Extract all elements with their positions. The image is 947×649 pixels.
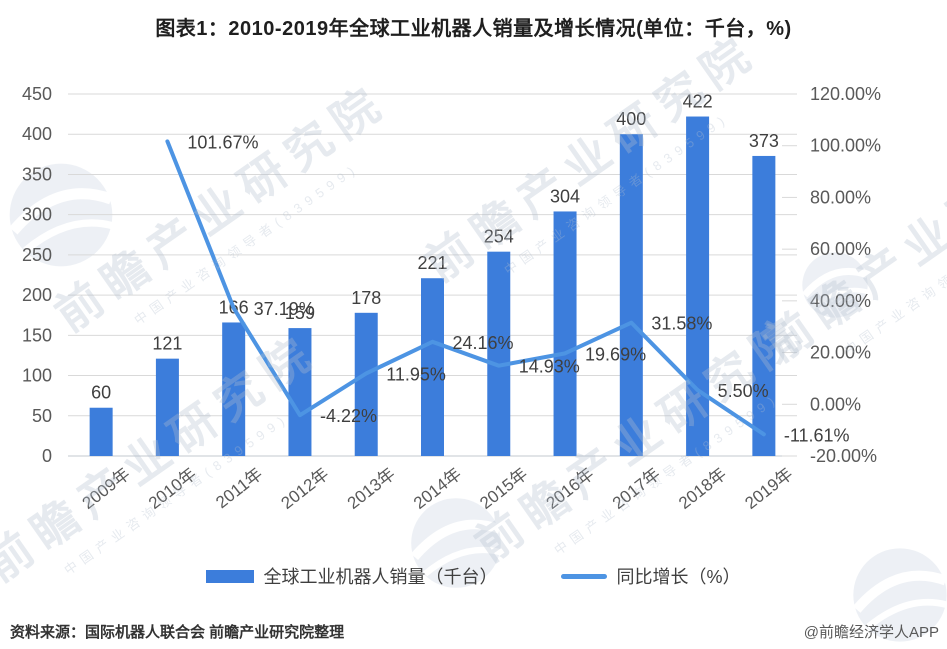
x-axis-label: 2012年 [278,464,333,513]
x-axis-label: 2010年 [145,464,200,513]
left-axis-tick-label: 400 [22,124,52,144]
growth-line [165,139,766,437]
legend-item-growth: 同比增长（%） [561,563,741,589]
right-axis-tick-label: 120.00% [810,84,881,104]
left-axis-tick-label: 100 [22,366,52,386]
left-axis-tick-label: 150 [22,325,52,345]
bar-value-label: 159 [285,303,315,323]
bar-2011年 [222,322,246,456]
bar-2012年 [288,328,312,456]
page-title: 图表1：2010-2019年全球工业机器人销量及增长情况(单位：千台，%) [155,18,792,40]
bar-value-label: 254 [484,227,514,247]
bar-2015年 [487,251,511,456]
line-series-swatch [561,573,608,579]
line-value-label: 19.69% [585,344,646,364]
bar-value-label: 400 [616,109,646,129]
source-note: 资料来源：国际机器人联合会 前瞻产业研究院整理 [10,624,345,641]
right-axis-tick-label: 60.00% [810,239,871,259]
line-value-label: 101.67% [187,132,258,152]
bar-2017年 [619,134,643,456]
line-value-label: 37.19% [254,299,315,319]
bar-value-label: 304 [550,186,580,206]
chart-svg: 0 50 100 150 200 250 300 350 400 450 -20.00% 0.00% 2… [22,84,881,513]
bar-value-label: 422 [683,92,713,112]
bar-2014年 [421,278,444,456]
right-axis-tick-label: 20.00% [810,343,871,363]
left-axis-tick-label: 200 [22,285,52,305]
left-axis-tick-label: 50 [32,406,52,426]
x-axis-label: 2018年 [675,464,730,513]
line-value-label: 31.58% [651,314,712,334]
left-axis-tick-label: 350 [22,164,52,184]
right-axis-tick-label: 80.00% [810,187,871,207]
left-axis-tick-label: 450 [22,84,52,104]
bar-2016年 [553,211,577,456]
credit-note: @前瞻经济学人APP [803,624,939,641]
bar-2013年 [354,312,378,456]
line-value-label: -4.22% [320,406,377,426]
right-axis-tick-label: 40.00% [810,291,871,311]
right-axis-tick-label: 100.00% [810,136,881,156]
x-axis-label: 2013年 [344,464,399,513]
line-value-label: 14.93% [519,357,580,377]
x-axis-label: 2014年 [410,464,465,513]
bar-value-label: 121 [152,334,182,354]
left-axis-tick-label: 300 [22,205,52,225]
x-axis-label: 2019年 [741,464,796,513]
x-axis-label: 2011年 [212,464,266,512]
legend: 全球工业机器人销量（千台） 同比增长（%） [0,563,947,589]
line-value-label: 11.95% [386,364,446,384]
legend-label-growth: 同比增长（%） [616,567,741,587]
right-axis-tick-label: -20.00% [810,446,877,466]
right-axis-tick-label: 0.00% [810,394,861,414]
x-axis-label: 2009年 [79,464,134,513]
line-value-label: 5.50% [718,381,769,401]
footer: 资料来源：国际机器人联合会 前瞻产业研究院整理 @前瞻经济学人APP [10,621,939,642]
bar-2018年 [686,116,710,456]
x-axis-label: 2016年 [543,464,598,513]
bar-value-label: 373 [749,131,779,151]
bar-2019年 [752,155,776,456]
bar-2010年 [155,358,179,456]
x-axis-label: 2017年 [609,464,664,513]
bar-value-label: 60 [91,383,111,403]
line-value-label: -11.61% [784,425,850,445]
left-axis-tick-label: 0 [42,446,52,466]
bar-value-label: 178 [351,288,381,308]
bar-series-swatch [206,569,255,583]
line-value-label: 24.16% [453,333,514,353]
bar-2009年 [89,407,113,456]
left-axis-tick-label: 250 [22,245,52,265]
x-axis-label: 2015年 [476,464,531,513]
legend-label-sales: 全球工业机器人销量（千台） [263,567,498,587]
legend-item-sales: 全球工业机器人销量（千台） [206,563,497,589]
bar-value-label: 221 [417,253,447,273]
